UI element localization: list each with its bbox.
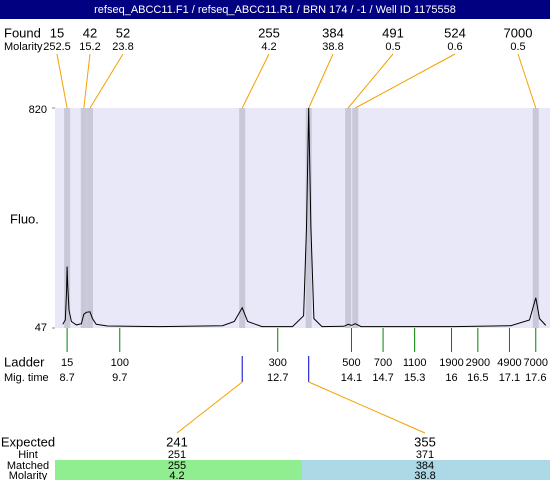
ladder-time: 15.3 — [404, 372, 425, 384]
peak-connector — [355, 53, 456, 109]
found-label: Found — [4, 25, 41, 40]
matched-label: Matched — [7, 460, 49, 472]
found-molarity: 23.8 — [112, 41, 133, 53]
matched-band — [55, 460, 302, 480]
found-size: 7000 — [504, 25, 533, 40]
found-molarity: 38.8 — [322, 41, 343, 53]
ladder-size: 500 — [342, 357, 360, 369]
ladder-label: Ladder — [4, 354, 45, 369]
y-tick-label: 47 — [35, 322, 47, 334]
title: refseq_ABCC11.F1 / refseq_ABCC11.R1 / BR… — [94, 4, 456, 16]
peak-connector — [89, 53, 124, 109]
ladder-time: 17.1 — [499, 372, 520, 384]
ladder-size: 7000 — [524, 357, 548, 369]
found-molarity: 0.6 — [447, 41, 462, 53]
matched-size: 384 — [416, 460, 434, 472]
matched-size: 255 — [168, 460, 186, 472]
peak-connector — [83, 53, 91, 109]
ladder-time: 17.6 — [525, 372, 546, 384]
found-size: 255 — [258, 25, 280, 40]
found-molarity: 0.5 — [385, 41, 400, 53]
found-size: 42 — [83, 25, 97, 40]
ladder-time: 9.7 — [112, 372, 127, 384]
trace — [62, 107, 547, 328]
found-size: 491 — [382, 25, 404, 40]
peak-connector — [241, 53, 270, 109]
ladder-size: 1100 — [403, 357, 427, 369]
found-size: 15 — [50, 25, 64, 40]
mig-time-label: Mig. time — [4, 372, 49, 384]
found-molarity: 0.5 — [510, 41, 525, 53]
expected-molarity: 38.8 — [414, 470, 435, 480]
peak-connector — [308, 53, 334, 109]
peak-band — [87, 108, 94, 328]
ladder-size: 4900 — [497, 357, 521, 369]
expected-label: Expected — [1, 434, 55, 449]
found-size: 52 — [116, 25, 130, 40]
ladder-size: 1900 — [439, 357, 463, 369]
ladder-size: 100 — [111, 357, 129, 369]
hint-label: Hint — [18, 449, 38, 461]
ladder-time: 16.5 — [467, 372, 488, 384]
peak-band — [345, 108, 352, 328]
found-size: 384 — [322, 25, 344, 40]
expected-size: 241 — [166, 434, 188, 449]
title-bar — [0, 0, 550, 19]
hint-size: 371 — [416, 449, 434, 461]
peak-band — [64, 108, 71, 328]
y-tick-label: 820 — [29, 104, 47, 116]
peak-band — [305, 108, 312, 328]
ladder-time: 14.7 — [372, 372, 393, 384]
found-molarity: 252.5 — [43, 41, 71, 53]
peak-connector — [347, 53, 394, 109]
peak-band — [532, 108, 539, 328]
ladder-time: 8.7 — [59, 372, 74, 384]
molarity-label: Molarity — [4, 41, 43, 53]
ladder-size: 15 — [61, 357, 73, 369]
expected-molarity-label: Molarity — [9, 470, 48, 480]
matched-band — [302, 460, 550, 480]
peak-connector — [517, 53, 537, 109]
peak-band — [352, 108, 359, 328]
ladder-time: 14.1 — [341, 372, 362, 384]
ladder-size: 2900 — [466, 357, 490, 369]
y-axis-label: Fluo. — [10, 211, 39, 226]
expected-connector — [176, 381, 243, 434]
ladder-time: 12.7 — [267, 372, 288, 384]
found-molarity: 4.2 — [261, 41, 276, 53]
expected-size: 355 — [414, 434, 436, 449]
ladder-size: 300 — [269, 357, 287, 369]
expected-connector — [308, 381, 426, 434]
ladder-time: 16 — [445, 372, 457, 384]
expected-molarity: 4.2 — [169, 470, 184, 480]
hint-size: 251 — [168, 449, 186, 461]
peak-band — [80, 108, 87, 328]
ladder-size: 700 — [374, 357, 392, 369]
found-size: 524 — [444, 25, 466, 40]
plot-area — [55, 108, 550, 328]
peak-band — [239, 108, 246, 328]
found-molarity: 15.2 — [79, 41, 100, 53]
peak-connector — [56, 53, 68, 109]
